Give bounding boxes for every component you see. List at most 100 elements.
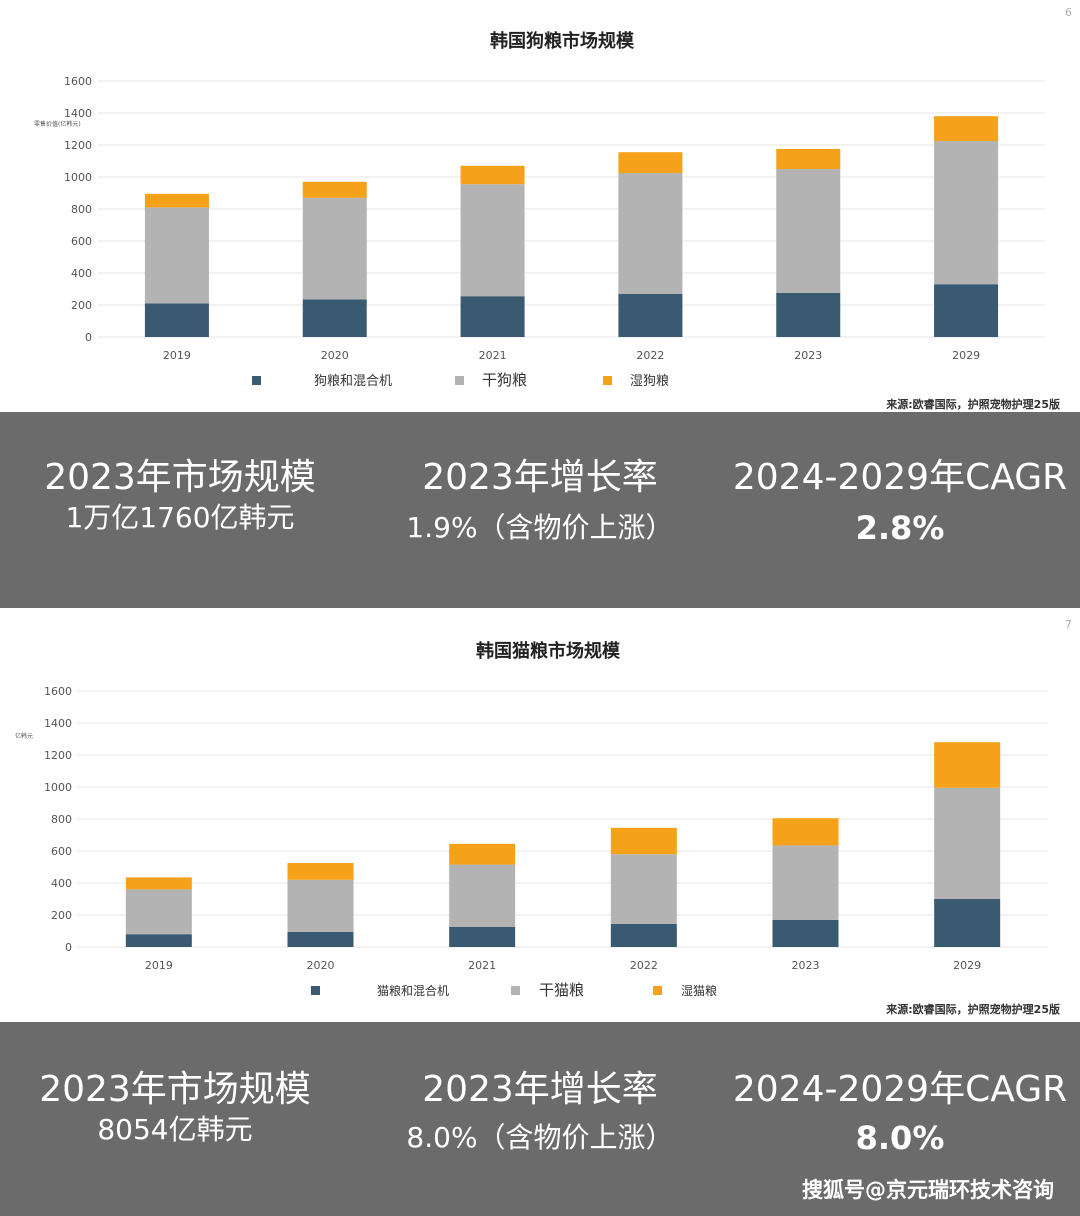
stat-title: 2023年增长率 [422,457,658,498]
legend-label: 干猫粮 [539,981,584,999]
y-axis-label: 亿韩元 [15,732,33,740]
bar-segment [934,284,999,337]
y-tick-label: 1600 [44,685,72,698]
stat-title: 2023年市场规模 [39,1069,311,1110]
stat-value: 8054亿韩元 [97,1113,253,1146]
stat-market-size: 2023年市场规模 8054亿韩元 [25,1068,325,1148]
y-tick-label: 1200 [64,139,92,152]
x-tick-label: 2021 [479,349,507,362]
x-tick-label: 2020 [321,349,349,362]
bar-segment [125,889,192,935]
bar-segment [287,879,354,932]
stat-growth-rate: 2023年增长率 8.0%（含物价上涨） [380,1068,700,1156]
bar-segment [460,165,525,185]
chart-title: 韩国猫粮市场规模 [476,640,621,662]
legend-label: 湿猫粮 [681,983,717,998]
page-number: 7 [1065,618,1072,631]
chart-title: 韩国狗粮市场规模 [490,30,635,52]
y-tick-label: 1200 [44,749,72,762]
bar-segment [144,207,209,304]
legend-label: 猫粮和混合机 [377,983,449,998]
source-note: 来源:欧睿国际，护照宠物护理25版 [886,398,1060,411]
stat-growth-rate: 2023年增长率 1.9%（含物价上涨） [380,456,700,546]
bar-segment [934,787,1001,899]
bar-segment [144,193,209,208]
dog-stats-panel: 2023年市场规模 1万亿1760亿韩元 2023年增长率 1.9%（含物价上涨… [0,412,1080,608]
x-tick-label: 2022 [636,349,664,362]
dog-chart-panel: 6 韩国狗粮市场规模 零售价值(亿韩元) 0 200 400 600 800 1000 1200… [0,0,1080,412]
y-tick-label: 1000 [44,781,72,794]
page-number: 6 [1065,6,1072,19]
legend-swatch [311,986,320,995]
bar-segment [934,116,999,141]
bar-segment [610,923,677,947]
bar-segment [302,181,367,198]
bar-segment [302,299,367,337]
bar-segment [287,931,354,947]
bar-segment [772,845,839,920]
stat-title: 2023年市场规模 [44,457,316,498]
legend-label: 狗粮和混合机 [314,374,392,389]
x-tick-label: 2021 [468,959,496,972]
bar-segment [934,899,1001,947]
x-tick-label: 2029 [952,349,980,362]
y-tick-label: 400 [71,267,92,280]
watermark: 搜狐号@京元瑞环技术咨询 [802,1178,1054,1202]
legend-swatch [653,986,662,995]
stat-value: 8.0% [855,1119,945,1157]
bar-segment [125,934,192,947]
y-tick-label: 200 [51,909,72,922]
bar-segment [449,927,516,947]
legend-swatch [252,376,261,385]
stat-title: 2023年增长率 [422,1069,658,1110]
bar-segment [449,864,516,927]
legend-label: 干狗粮 [482,371,527,389]
bar-segment [125,877,192,890]
bar-segment [449,843,516,865]
y-tick-label: 200 [71,299,92,312]
y-tick-label: 600 [71,235,92,248]
bar-segment [610,827,677,855]
bar-segment [772,818,839,846]
bar-segment [610,854,677,924]
x-tick-label: 2023 [794,349,822,362]
stat-title: 2024-2029年CAGR [732,457,1068,498]
cat-stats-panel: 2023年市场规模 8054亿韩元 2023年增长率 8.0%（含物价上涨） 2… [0,1022,1080,1216]
cat-chart-panel: 7 韩国猫粮市场规模 亿韩元 0 200 400 600 800 1000 1200 1400 16… [0,608,1080,1022]
legend-swatch [603,376,612,385]
y-tick-label: 0 [85,331,92,344]
x-tick-label: 2019 [145,959,173,972]
y-tick-label: 1400 [64,107,92,120]
x-tick-label: 2022 [630,959,658,972]
stat-value: 8.0%（含物价上涨） [406,1121,674,1154]
x-tick-label: 2019 [163,349,191,362]
bar-segment [776,149,841,169]
bar-segment [460,184,525,297]
bar-segment [460,296,525,337]
stat-value: 1.9%（含物价上涨） [406,511,674,544]
stat-title: 2024-2029年CAGR [732,1069,1068,1110]
bar-segment [618,173,683,294]
y-axis-label: 零售价值(亿韩元) [34,120,81,128]
bar-segment [772,919,839,947]
y-tick-label: 0 [65,941,72,954]
x-tick-label: 2029 [953,959,981,972]
x-tick-label: 2023 [792,959,820,972]
bar-segment [144,303,209,337]
stat-cagr: 2024-2029年CAGR 8.0% [730,1068,1070,1156]
bar-segment [934,141,999,285]
source-note: 来源:欧睿国际，护照宠物护理25版 [886,1003,1060,1016]
stat-value: 2.8% [855,509,945,547]
stat-cagr: 2024-2029年CAGR 2.8% [730,456,1070,546]
stat-market-size: 2023年市场规模 1万亿1760亿韩元 [30,456,330,536]
bar-segment [618,293,683,337]
bar-segment [776,293,841,337]
bar-segment [776,169,841,293]
y-tick-label: 1000 [64,171,92,184]
y-tick-label: 400 [51,877,72,890]
stat-value: 1万亿1760亿韩元 [65,501,295,534]
bar-segment [287,863,354,880]
bar-segment [618,152,683,173]
x-tick-label: 2020 [307,959,335,972]
